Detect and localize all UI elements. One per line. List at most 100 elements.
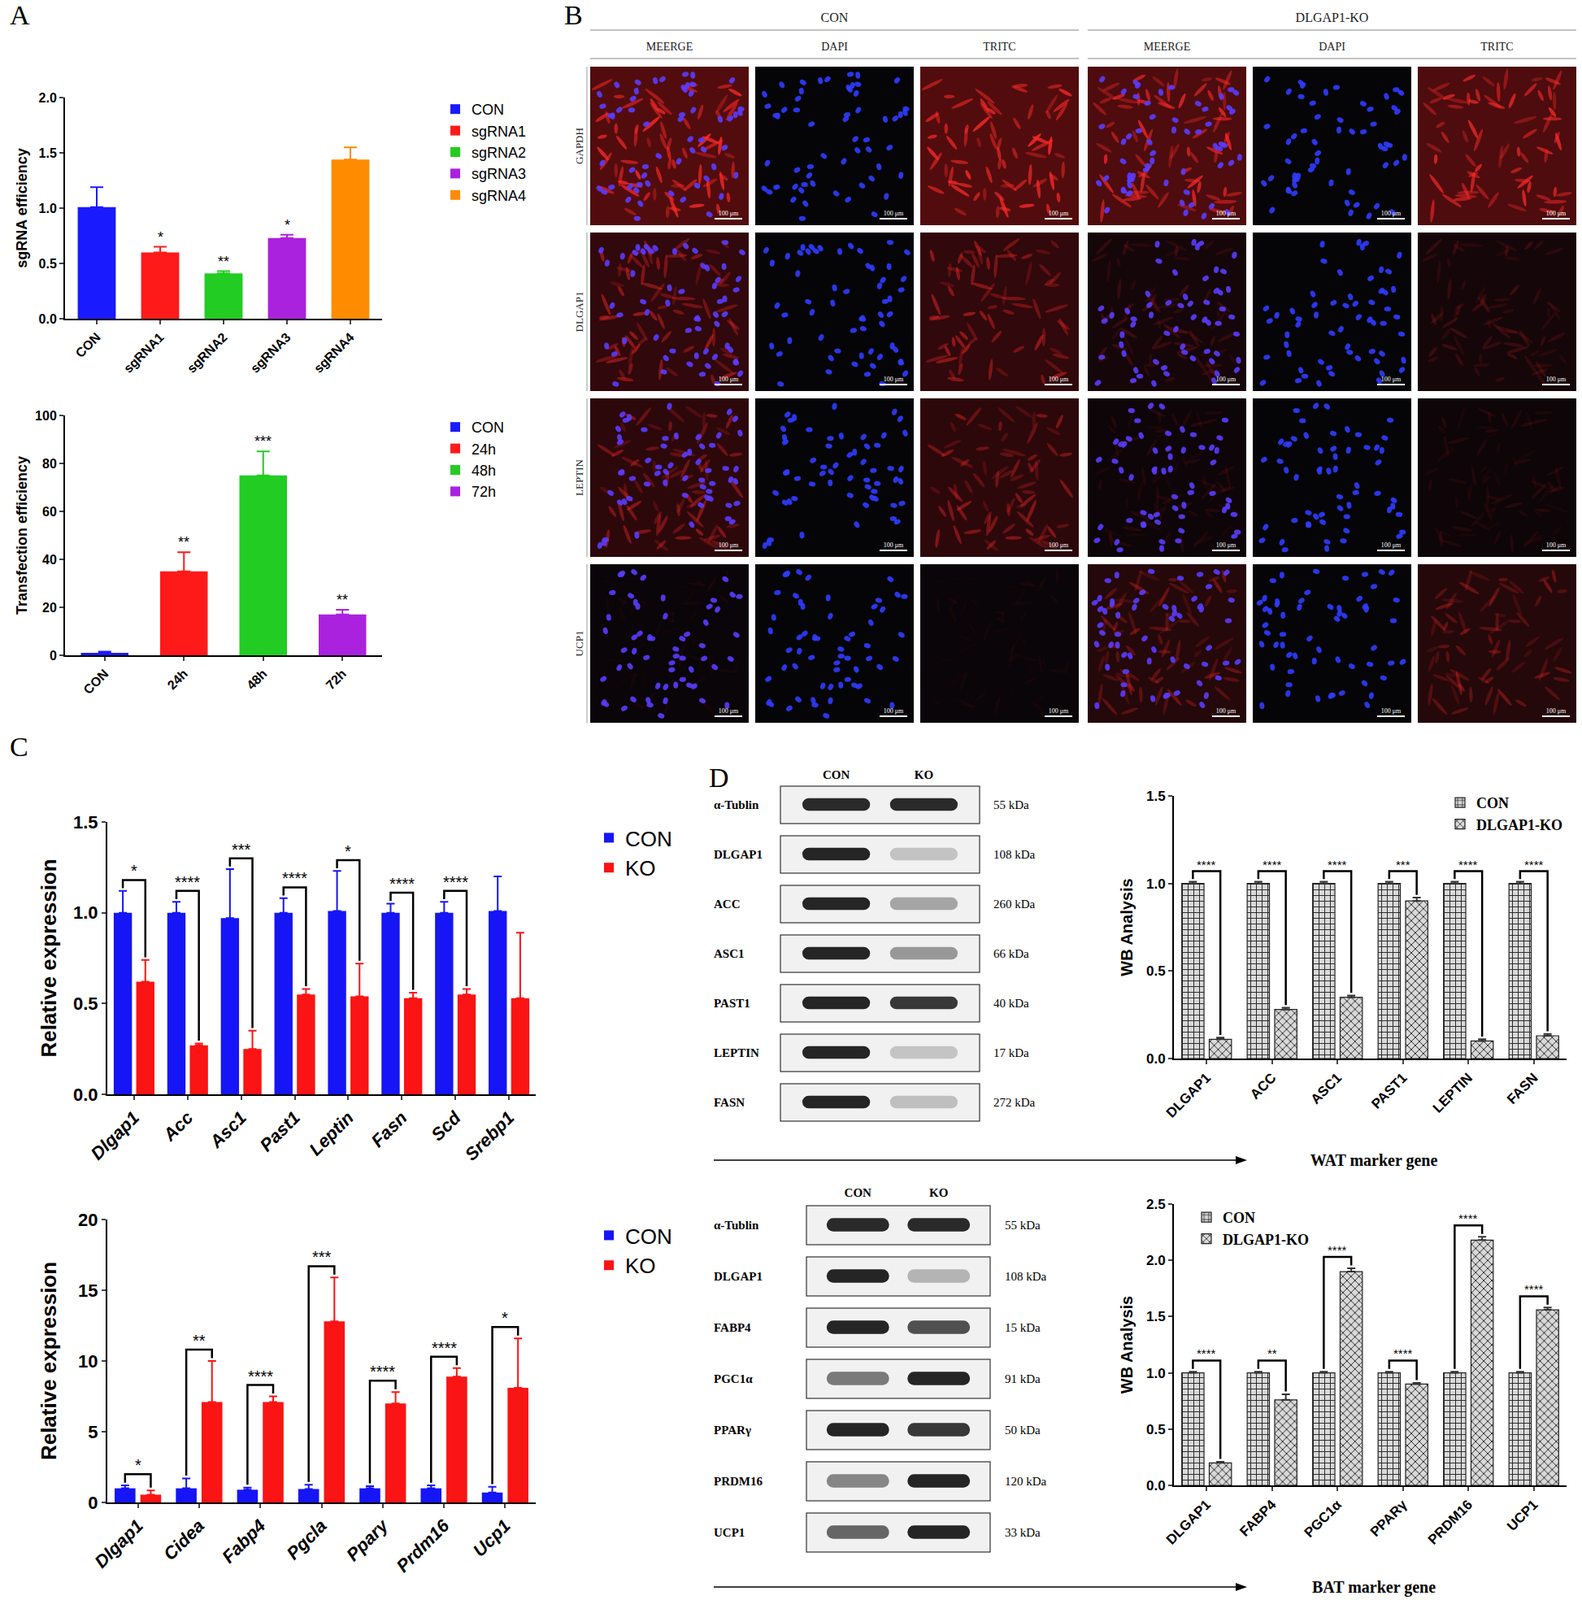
svg-text:0.0: 0.0: [1146, 1051, 1166, 1067]
svg-text:0.5: 0.5: [73, 993, 99, 1014]
svg-text:PAST1: PAST1: [1368, 1069, 1410, 1112]
svg-text:100 μm: 100 μm: [1381, 209, 1402, 218]
svg-text:DLGAP1: DLGAP1: [713, 1269, 763, 1283]
svg-text:***: ***: [231, 840, 252, 859]
svg-text:15: 15: [78, 1280, 98, 1301]
svg-text:MEERGE: MEERGE: [1143, 40, 1191, 53]
svg-text:WAT marker gene: WAT marker gene: [1310, 1151, 1439, 1170]
svg-text:sgRNA1: sgRNA1: [471, 123, 526, 140]
svg-text:1.0: 1.0: [39, 201, 57, 216]
svg-text:CON: CON: [821, 10, 849, 25]
svg-text:*: *: [134, 1455, 142, 1474]
svg-text:100 μm: 100 μm: [718, 209, 739, 218]
svg-text:ACC: ACC: [1247, 1069, 1279, 1102]
svg-text:Acc: Acc: [158, 1107, 197, 1146]
svg-text:PPARγ: PPARγ: [713, 1423, 752, 1437]
svg-text:100 μm: 100 μm: [1216, 209, 1237, 218]
svg-text:LEPTIN: LEPTIN: [713, 1046, 760, 1060]
svg-text:100 μm: 100 μm: [883, 375, 904, 383]
svg-text:DAPI: DAPI: [821, 40, 848, 53]
svg-text:CON: CON: [73, 330, 104, 361]
svg-text:80: 80: [42, 456, 57, 471]
svg-text:0.5: 0.5: [1146, 1421, 1166, 1438]
svg-text:CON: CON: [844, 1186, 873, 1200]
svg-text:DLGAP1-KO: DLGAP1-KO: [1222, 1231, 1309, 1248]
svg-text:2.0: 2.0: [39, 91, 57, 105]
svg-text:LEPTIN: LEPTIN: [573, 459, 586, 496]
svg-text:****: ****: [1262, 857, 1283, 872]
svg-text:***: ***: [254, 433, 272, 450]
svg-text:100 μm: 100 μm: [1048, 541, 1070, 549]
svg-text:Fasn: Fasn: [367, 1107, 412, 1152]
svg-text:sgRNA1: sgRNA1: [121, 330, 167, 376]
svg-text:****: ****: [1327, 1243, 1348, 1257]
svg-text:100 μm: 100 μm: [883, 209, 904, 218]
svg-text:100: 100: [34, 408, 57, 423]
svg-text:100 μm: 100 μm: [1216, 375, 1237, 383]
svg-text:100 μm: 100 μm: [1216, 707, 1237, 715]
svg-text:100 μm: 100 μm: [1546, 707, 1567, 715]
svg-text:1.0: 1.0: [1146, 1365, 1166, 1382]
svg-text:WB Analysis: WB Analysis: [1117, 877, 1136, 976]
svg-text:0.5: 0.5: [39, 256, 57, 271]
svg-text:CON: CON: [625, 826, 673, 852]
svg-text:1.5: 1.5: [1146, 1308, 1166, 1325]
svg-text:PPARγ: PPARγ: [1367, 1496, 1411, 1540]
svg-text:****: ****: [1393, 1346, 1413, 1361]
svg-text:DLGAP1: DLGAP1: [573, 291, 586, 333]
svg-text:FABP4: FABP4: [1236, 1496, 1280, 1540]
svg-text:Prdm16: Prdm16: [392, 1515, 454, 1577]
svg-text:CON: CON: [80, 666, 111, 697]
svg-text:108 kDa: 108 kDa: [1004, 1269, 1048, 1283]
svg-text:100 μm: 100 μm: [1546, 375, 1567, 383]
svg-text:Scd: Scd: [426, 1107, 466, 1146]
svg-text:FABP4: FABP4: [713, 1321, 752, 1335]
svg-text:****: ****: [431, 1338, 457, 1357]
svg-text:ASC1: ASC1: [1308, 1069, 1346, 1108]
svg-text:1.0: 1.0: [73, 902, 99, 923]
svg-text:*: *: [284, 217, 291, 234]
svg-text:66 kDa: 66 kDa: [993, 947, 1030, 961]
svg-text:****: ****: [174, 873, 200, 891]
svg-text:**: **: [192, 1331, 206, 1350]
svg-text:Ppary: Ppary: [342, 1514, 393, 1565]
svg-text:**: **: [1267, 1346, 1278, 1361]
svg-text:100 μm: 100 μm: [1381, 707, 1402, 715]
svg-text:100 μm: 100 μm: [1546, 541, 1567, 549]
svg-text:260 kDa: 260 kDa: [993, 897, 1036, 911]
svg-text:*: *: [501, 1308, 509, 1327]
svg-text:TRITC: TRITC: [1480, 40, 1513, 53]
svg-text:Srebp1: Srebp1: [460, 1107, 518, 1165]
svg-text:B: B: [564, 0, 583, 31]
svg-text:*: *: [157, 229, 164, 246]
svg-text:Pgcla: Pgcla: [282, 1515, 331, 1564]
svg-text:48h: 48h: [243, 666, 270, 693]
svg-text:2.5: 2.5: [1146, 1196, 1166, 1213]
svg-text:55 kDa: 55 kDa: [993, 798, 1030, 812]
svg-text:A: A: [9, 0, 31, 31]
svg-text:CON: CON: [471, 419, 505, 436]
svg-text:WB Analysis: WB Analysis: [1117, 1295, 1136, 1394]
svg-text:Ucp1: Ucp1: [469, 1515, 515, 1561]
svg-text:sgRNA2: sgRNA2: [184, 330, 231, 376]
svg-text:PRDM16: PRDM16: [1425, 1496, 1476, 1548]
svg-text:72h: 72h: [471, 483, 496, 500]
svg-text:20: 20: [78, 1209, 98, 1230]
svg-text:0.5: 0.5: [1146, 963, 1166, 979]
svg-text:Relative expression: Relative expression: [36, 1261, 61, 1461]
svg-text:33 kDa: 33 kDa: [1004, 1525, 1041, 1539]
svg-text:FASN: FASN: [713, 1095, 745, 1109]
svg-text:**: **: [217, 253, 230, 270]
svg-text:****: ****: [443, 873, 469, 891]
svg-text:****: ****: [1458, 1211, 1478, 1226]
svg-text:100 μm: 100 μm: [718, 541, 739, 549]
svg-text:sgRNA efficiency: sgRNA efficiency: [13, 147, 31, 268]
svg-text:Leptin: Leptin: [304, 1107, 357, 1160]
svg-text:100 μm: 100 μm: [1216, 541, 1237, 549]
svg-text:120 kDa: 120 kDa: [1004, 1474, 1048, 1488]
svg-text:PGC1α: PGC1α: [1301, 1496, 1346, 1541]
svg-text:CON: CON: [1222, 1209, 1256, 1226]
svg-text:*: *: [130, 861, 138, 880]
svg-text:KO: KO: [929, 1186, 948, 1200]
svg-text:DLGAP1-KO: DLGAP1-KO: [1295, 10, 1370, 25]
